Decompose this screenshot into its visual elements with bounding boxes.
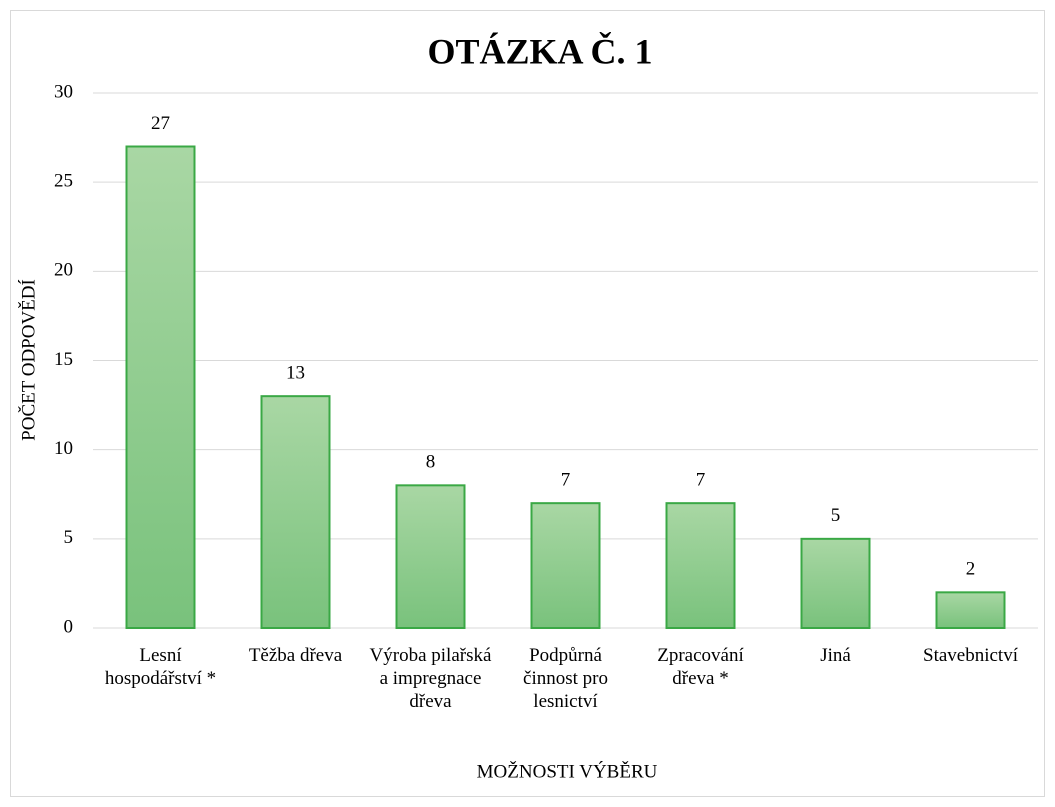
- data-label: 27: [151, 113, 170, 134]
- x-tick-label: Stavebnictví: [923, 645, 1018, 666]
- bar: [530, 502, 601, 629]
- data-label: 13: [286, 363, 305, 384]
- y-tick-label: 5: [64, 527, 74, 548]
- data-label: 7: [561, 470, 571, 491]
- bar: [665, 502, 736, 629]
- data-label: 7: [696, 470, 706, 491]
- x-tick-label: Lesní hospodářství *: [104, 645, 217, 689]
- y-tick-label: 20: [54, 260, 73, 281]
- bar: [260, 395, 331, 629]
- x-axis-title: MOŽNOSTI VÝBĚRU: [477, 760, 658, 782]
- bar: [935, 591, 1006, 629]
- bar: [125, 145, 196, 629]
- y-axis-title: POČET ODPOVĚDÍ: [17, 279, 39, 441]
- x-tick-label: Těžba dřeva: [248, 645, 343, 666]
- data-label: 8: [426, 452, 436, 473]
- x-tick-label: Zpracování dřeva *: [657, 645, 744, 689]
- y-tick-label: 10: [54, 438, 73, 459]
- chart-title: OTÁZKA Č. 1: [427, 31, 652, 71]
- y-tick-label: 15: [54, 349, 73, 370]
- y-tick-label: 30: [54, 81, 73, 102]
- data-label: 2: [966, 559, 976, 580]
- data-label: 5: [831, 505, 841, 526]
- x-tick-label: Jiná: [820, 645, 851, 666]
- y-tick-label: 25: [54, 171, 73, 192]
- x-tick-label: Podpůrná činnost pro lesnictví: [523, 645, 608, 712]
- x-tick-label: Výroba pilařská a impregnace dřeva: [369, 645, 492, 712]
- y-tick-label: 0: [64, 616, 74, 637]
- bar: [395, 484, 466, 630]
- bar: [800, 537, 871, 629]
